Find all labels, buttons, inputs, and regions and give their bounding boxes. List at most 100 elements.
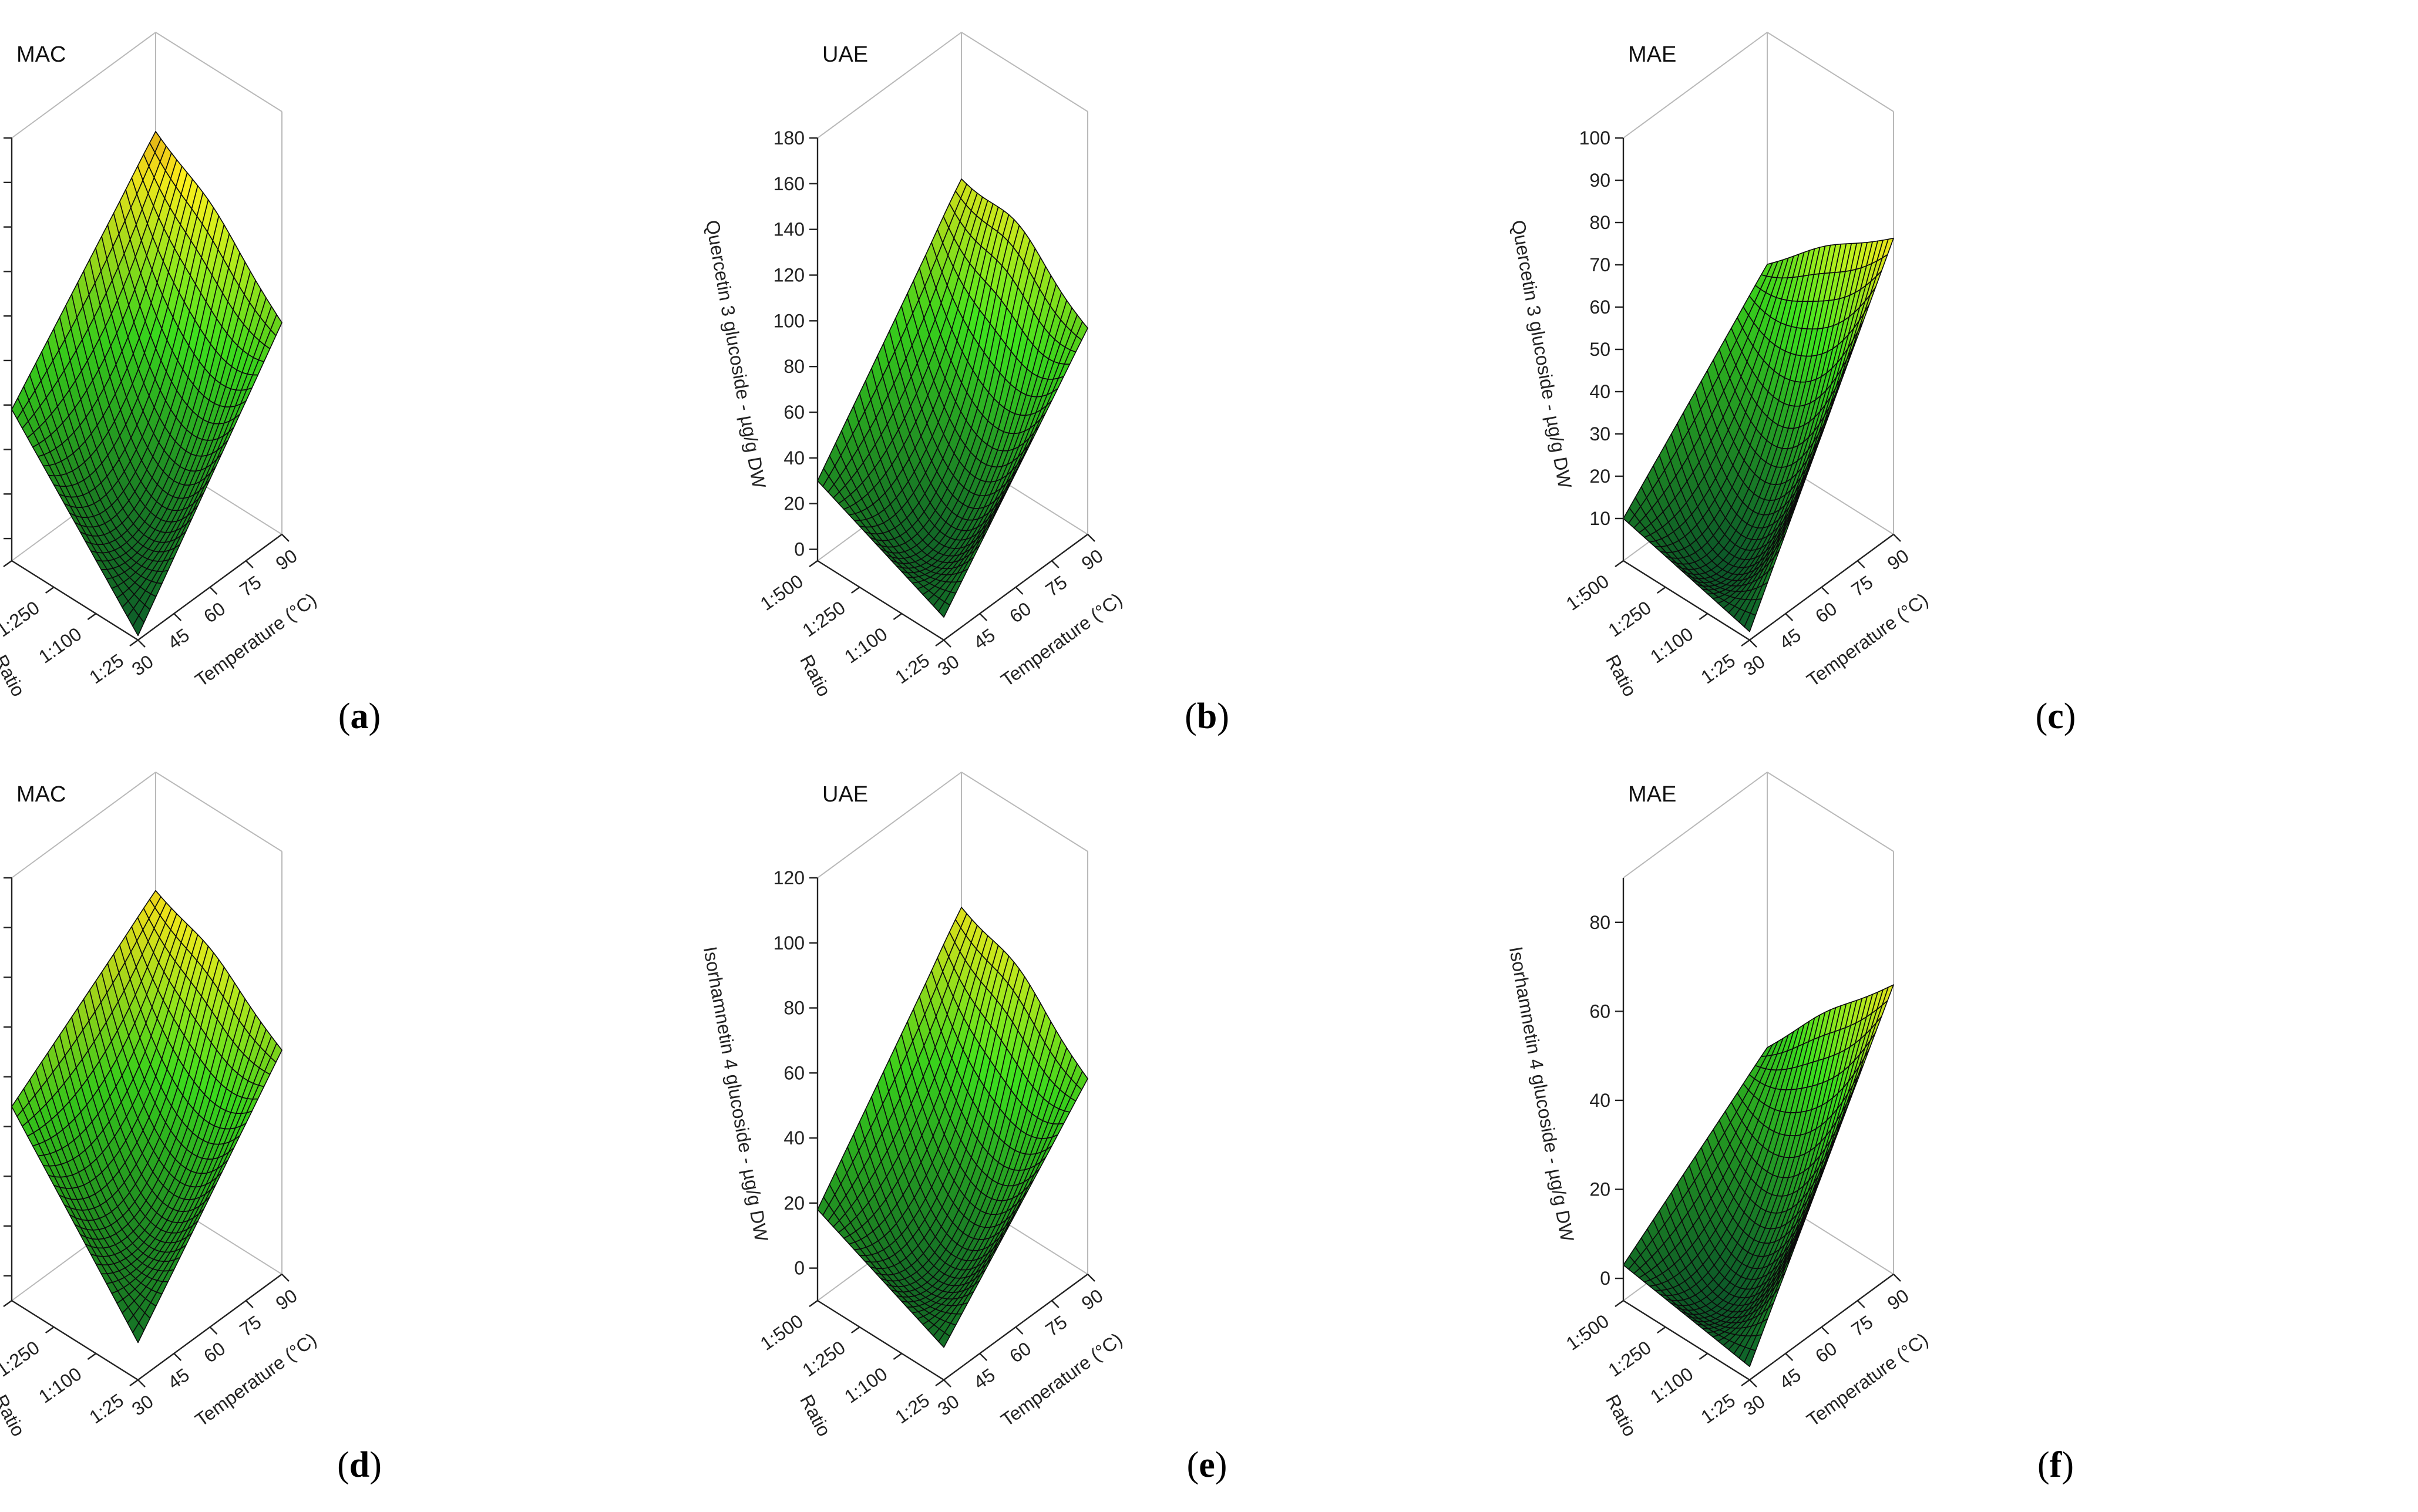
y-tick-label: 1:25: [1697, 1389, 1739, 1427]
x-tick-mark: [1015, 1326, 1024, 1335]
x-tick-label: 45: [1775, 624, 1805, 654]
y-tick-label: 1:100: [35, 1363, 85, 1407]
y-tick-label: 1:100: [35, 623, 85, 667]
x-tick-label: 75: [1848, 1311, 1877, 1341]
y-tick-mark: [850, 1326, 860, 1333]
caption-f: (f): [2037, 1445, 2074, 1485]
x-tick-mark: [209, 587, 218, 595]
z-tick-label: 40: [783, 447, 805, 469]
y-tick-label: 1:25: [891, 649, 933, 688]
x-tick-label: 75: [236, 1311, 265, 1341]
box-edge: [1623, 32, 1768, 139]
y-tick-label: 1:250: [1604, 597, 1654, 641]
x-tick-mark: [137, 1379, 146, 1388]
x-tick-label: 30: [934, 1390, 963, 1420]
x-tick-mark: [1893, 534, 1901, 542]
y-tick-label: 1:25: [891, 1389, 933, 1427]
x-tick-mark: [1785, 613, 1794, 621]
surface-plot-e: 0204060801001201:251:1001:2501:500304560…: [699, 772, 1126, 1440]
z-tick-label: 120: [774, 265, 805, 286]
z-tick-label: 20: [783, 493, 805, 514]
y-tick-label: 1:250: [798, 1336, 849, 1380]
caption-b: (b): [1185, 696, 1229, 736]
y-tick-label: 1:500: [0, 1310, 1, 1354]
z-tick-label: 160: [774, 173, 805, 194]
y-axis-line: [817, 560, 944, 641]
y-tick-mark: [87, 1353, 97, 1360]
z-tick-label: 40: [1589, 1090, 1610, 1111]
surface-cell: [270, 1042, 283, 1063]
plot-title: MAE: [1628, 42, 1676, 67]
x-tick-label: 75: [1042, 1311, 1071, 1341]
x-tick-label: 30: [128, 1390, 157, 1420]
z-tick-label: 100: [774, 932, 805, 954]
box-edge: [961, 772, 1088, 852]
y-tick-mark: [1741, 639, 1750, 646]
x-tick-label: 90: [1884, 545, 1913, 574]
z-tick-label: 100: [774, 310, 805, 331]
x-tick-mark: [1749, 1379, 1757, 1388]
z-tick-label: 80: [1589, 212, 1610, 233]
x-tick-label: 60: [200, 1338, 229, 1367]
x-tick-label: 75: [1848, 571, 1877, 601]
caption-letter: d: [349, 1445, 370, 1485]
x-tick-mark: [1785, 1353, 1794, 1361]
surface-plot-c: 1020304050607080901001:251:1001:2501:500…: [1508, 32, 1932, 700]
x-tick-mark: [979, 1353, 988, 1361]
x-tick-mark: [1893, 1274, 1901, 1282]
y-tick-mark: [45, 587, 55, 594]
x-tick-mark: [1087, 1274, 1095, 1282]
z-tick-label: 60: [783, 402, 805, 423]
surface-cell: [1075, 321, 1088, 341]
z-tick-label: 90: [1589, 170, 1610, 191]
y-tick-label: 1:250: [0, 597, 43, 641]
z-tick-label: 60: [1589, 297, 1610, 318]
x-tick-mark: [1821, 587, 1830, 595]
x-tick-label: 30: [934, 651, 963, 680]
surface-plot-d: 0204060801001201401601:251:1001:2501:500…: [0, 772, 320, 1440]
z-tick-label: 100: [1579, 127, 1610, 149]
x-tick-label: 90: [1078, 1285, 1107, 1314]
y-tick-mark: [129, 1379, 139, 1386]
caption-a: (a): [338, 696, 381, 736]
z-tick-label: 0: [794, 539, 805, 560]
x-tick-mark: [979, 613, 988, 621]
z-tick-label: 80: [783, 998, 805, 1019]
z-tick-label: 40: [783, 1127, 805, 1149]
surface-mesh: [817, 907, 1088, 1348]
y-axis-line: [11, 560, 139, 641]
x-tick-mark: [1015, 587, 1024, 595]
x-tick-label: 60: [1005, 1338, 1035, 1367]
surface-mesh: [1623, 984, 1894, 1368]
y-axis-line: [817, 1299, 944, 1381]
surface-plot-f: 0204060801:251:1001:2501:5003045607590Is…: [1505, 772, 1932, 1440]
x-tick-label: 90: [272, 545, 301, 574]
box-edge: [817, 772, 962, 878]
y-tick-mark: [935, 639, 944, 646]
box-edge: [155, 772, 283, 852]
x-tick-mark: [245, 1300, 254, 1308]
surface-plot-b: 0204060801001201401601801:251:1001:2501:…: [702, 32, 1126, 700]
y-tick-mark: [1615, 560, 1624, 567]
y-tick-mark: [1741, 1379, 1750, 1386]
x-tick-label: 30: [1740, 1390, 1769, 1420]
y-axis-line: [11, 1299, 139, 1381]
surface-cell: [270, 314, 283, 336]
z-tick-label: 180: [774, 127, 805, 149]
x-tick-mark: [281, 1274, 290, 1282]
plot-title: MAE: [1628, 782, 1676, 807]
x-tick-mark: [173, 613, 182, 621]
caption-letter: f: [2049, 1445, 2062, 1485]
plot-title: MAC: [16, 782, 66, 807]
y-tick-mark: [893, 613, 903, 620]
x-tick-label: 90: [1884, 1285, 1913, 1314]
z-tick-label: 60: [1589, 1001, 1610, 1022]
x-tick-mark: [943, 639, 951, 648]
x-tick-label: 90: [272, 1285, 301, 1314]
x-tick-label: 60: [200, 598, 229, 627]
x-tick-mark: [281, 534, 290, 542]
y-axis-line: [1623, 560, 1750, 641]
z-tick-label: 120: [774, 867, 805, 888]
x-tick-label: 90: [1078, 545, 1107, 574]
